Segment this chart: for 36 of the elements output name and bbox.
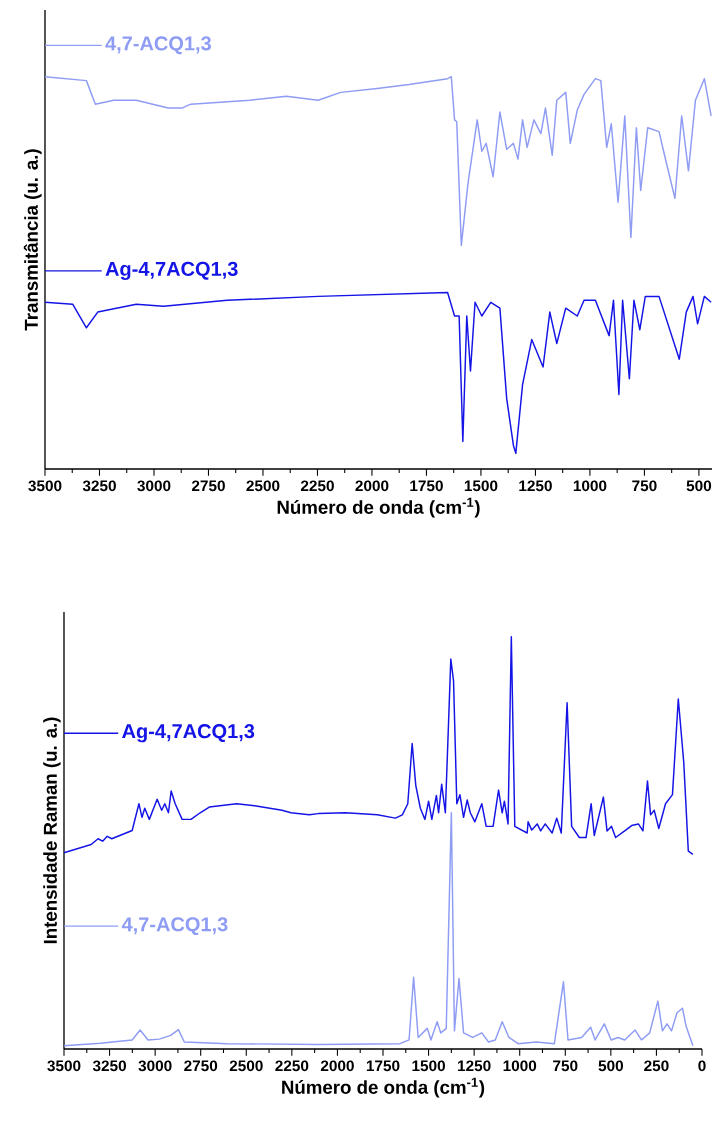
x-tick-label: 1250 [519,480,552,492]
x-tick-label: 2250 [275,1060,309,1072]
x-tick-label: 2500 [246,480,280,492]
x-tick-label: 1750 [366,1060,400,1072]
x-tick-label: 3000 [137,480,171,492]
x-tick-label: 250 [644,1060,669,1072]
x-tick-label: 2750 [191,480,225,492]
x-tick-label: 2750 [184,1060,218,1072]
x-axis-title: Número de onda (cm$^{-1}$) [277,497,480,518]
y-axis-title: Transmitância (u. a.) [23,149,42,331]
x-tick-label: 500 [686,480,712,492]
x-tick-label: 3500 [47,1060,81,1072]
legend-label: Ag-4,7ACQ1,3 [105,261,238,280]
x-tick-label: 3250 [92,1060,126,1072]
x-tick-label: 3000 [138,1060,172,1072]
y-axis-title: Intensidade Raman (u. a.) [43,717,61,944]
x-tick-label: 750 [553,1060,578,1072]
x-axis-title: Número de onda (cm$^{-1}$) [282,1077,485,1098]
legend-label: Ag-4,7ACQ1,3 [122,724,255,743]
x-tick-label: 1750 [410,480,443,492]
x-tick-label: 2000 [355,480,389,492]
x-tick-label: 1500 [464,480,498,492]
x-tick-label: 1250 [458,1060,491,1072]
x-tick-label: 2250 [300,480,334,492]
x-tick-label: 3500 [28,480,62,492]
x-tick-label: 750 [632,480,657,492]
legend-label: 4,7-ACQ1,3 [121,917,228,936]
x-tick-label: 2500 [229,1060,263,1072]
x-tick-label: 2000 [320,1060,354,1072]
x-tick-label: 500 [598,1060,624,1072]
x-tick-label: 3250 [82,480,116,492]
x-tick-label: 1500 [412,1060,445,1072]
x-tick-label: 0 [698,1060,706,1072]
x-tick-label: 1000 [503,1060,537,1072]
x-tick-label: 1000 [573,480,607,492]
legend-label: 4,7-ACQ1,3 [105,36,211,55]
